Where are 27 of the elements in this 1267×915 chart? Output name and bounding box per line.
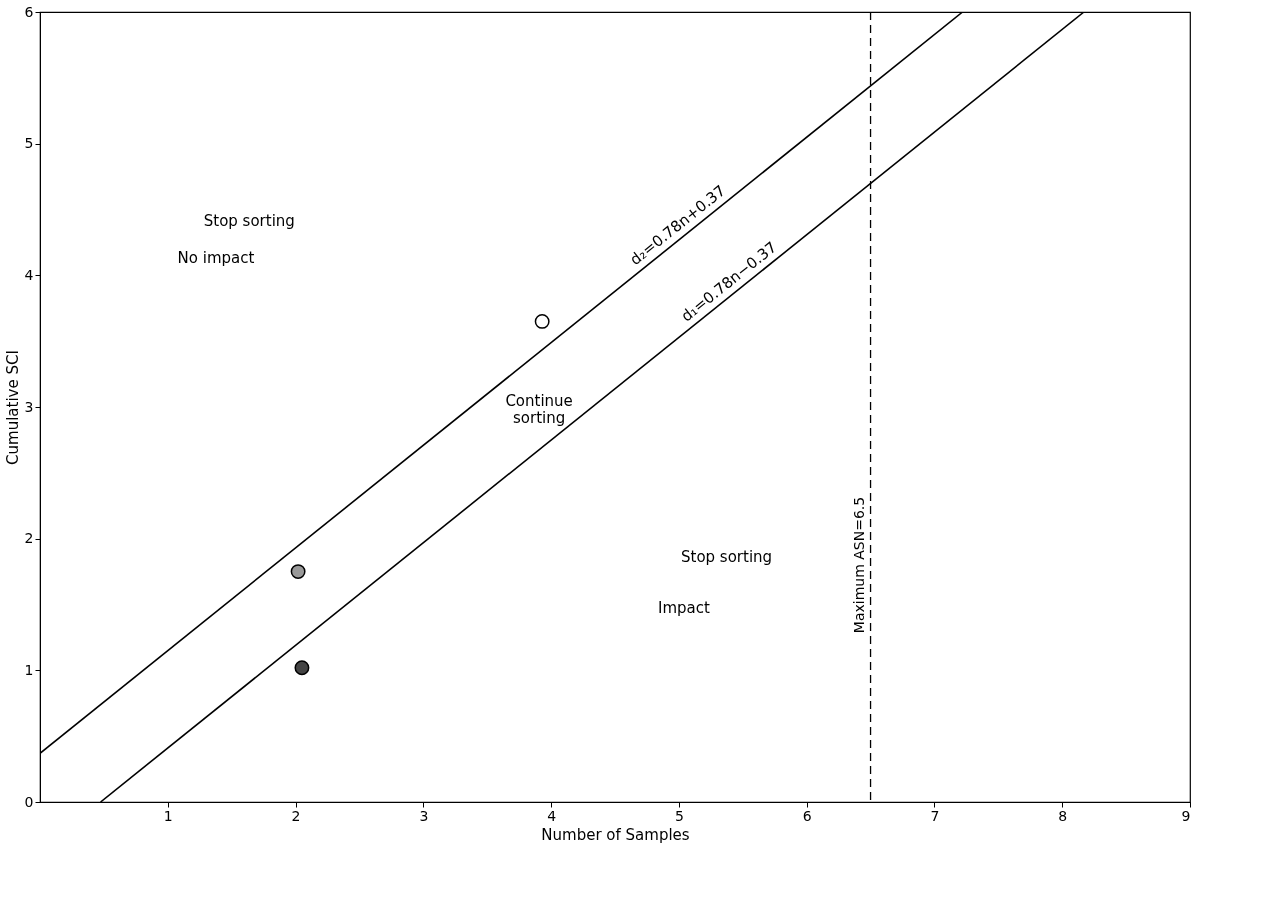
y-tick-label: 6 (24, 3, 34, 20)
x-tick-label: 2 (291, 807, 301, 824)
y-tick-label: 3 (24, 398, 34, 415)
y-axis-title: Cumulative SCI (3, 350, 22, 465)
x-tick-label: 1 (163, 807, 173, 824)
y-tick-label: 1 (24, 661, 34, 678)
x-tick-label: 3 (419, 807, 429, 824)
x-tick-label: 4 (547, 807, 557, 824)
annotation: Continue sorting (505, 391, 573, 427)
y-tick-label: 4 (24, 266, 34, 283)
x-axis-title: Number of Samples (541, 825, 690, 844)
x-tick-label: 7 (930, 807, 940, 824)
point (290, 564, 306, 580)
annotation: Stop sorting (203, 212, 295, 231)
annotation: Impact (658, 598, 711, 617)
y-tick-label: 0 (24, 793, 34, 810)
x-tick-label: 5 (674, 807, 684, 824)
y-tick-label: 2 (24, 530, 34, 547)
x-tick-label: 6 (802, 807, 812, 824)
annotation: No impact (177, 248, 255, 267)
x-tick-label: 8 (1058, 807, 1068, 824)
point (534, 313, 550, 329)
x-tick-label: 9 (1181, 807, 1191, 824)
ref-line-label: Maximum ASN=6.5 (850, 496, 867, 634)
y-tick-label: 5 (24, 135, 34, 152)
annotation: Stop sorting (681, 548, 773, 567)
point (294, 660, 310, 676)
